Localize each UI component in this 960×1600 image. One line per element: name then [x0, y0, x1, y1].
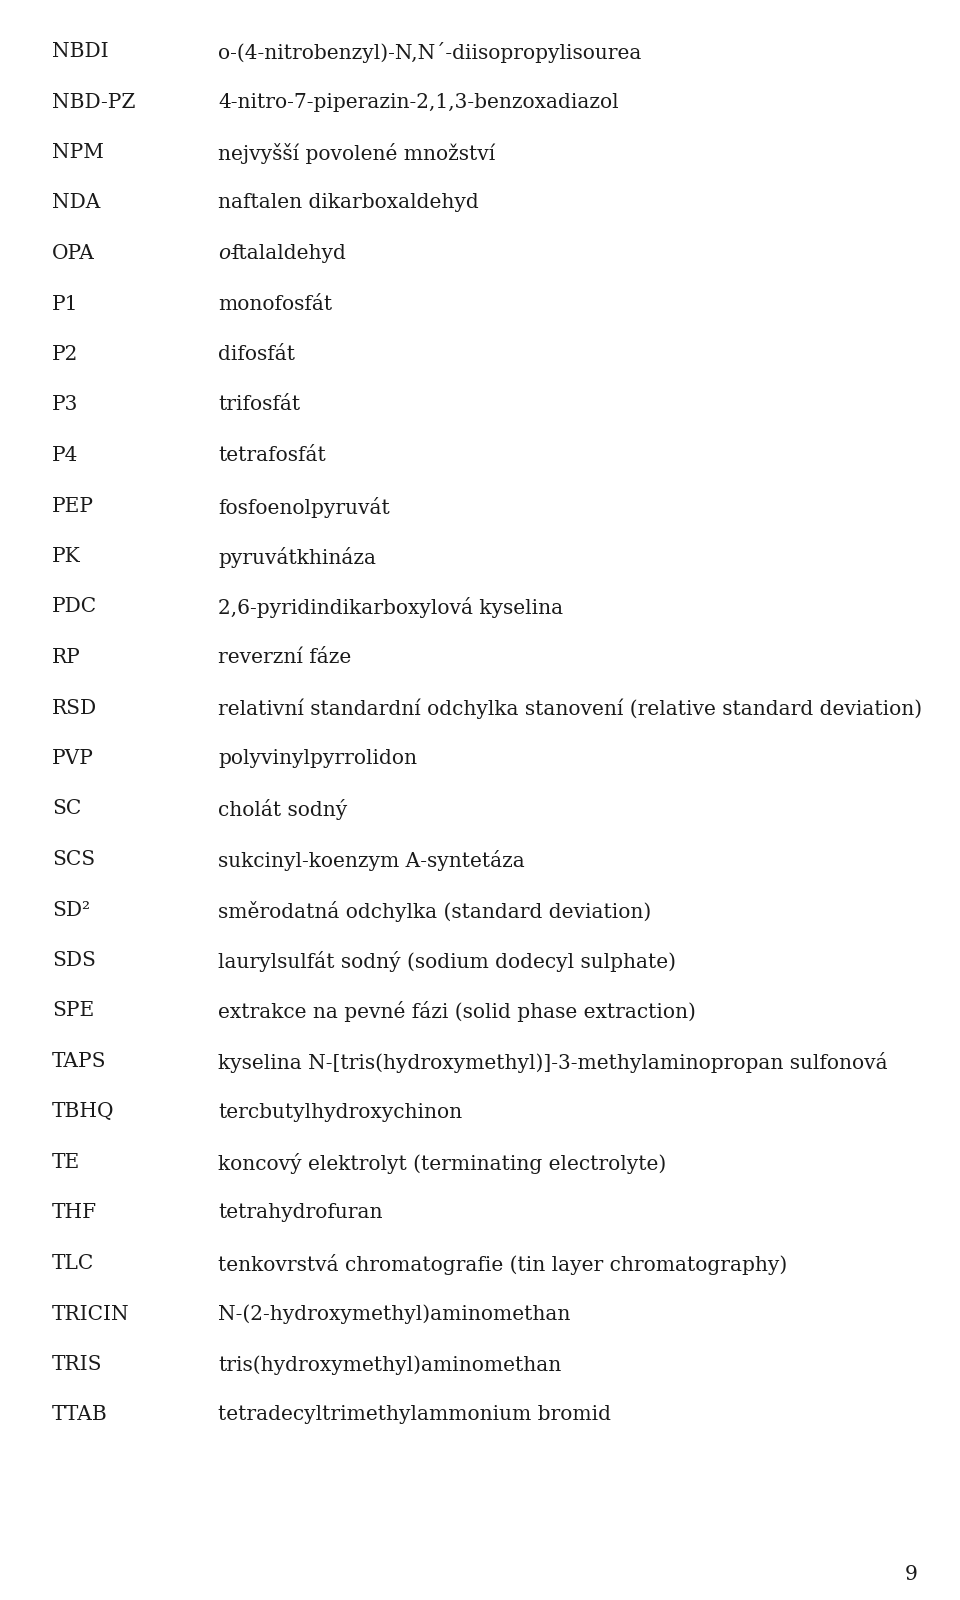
Text: tetrahydrofuran: tetrahydrofuran: [218, 1203, 382, 1222]
Text: NPM: NPM: [52, 142, 104, 162]
Text: PK: PK: [52, 547, 81, 566]
Text: NDA: NDA: [52, 194, 101, 213]
Text: TTAB: TTAB: [52, 1405, 108, 1424]
Text: směrodatná odchylka (standard deviation): směrodatná odchylka (standard deviation): [218, 901, 651, 922]
Text: tercbutylhydroxychinon: tercbutylhydroxychinon: [218, 1102, 462, 1122]
Text: TRIS: TRIS: [52, 1355, 103, 1374]
Text: tetrafosfát: tetrafosfát: [218, 446, 325, 466]
Text: PEP: PEP: [52, 496, 94, 515]
Text: RSD: RSD: [52, 699, 97, 717]
Text: PVP: PVP: [52, 749, 94, 768]
Text: cholát sodný: cholát sodný: [218, 800, 348, 821]
Text: PDC: PDC: [52, 597, 97, 616]
Text: pyruvátkhináza: pyruvátkhináza: [218, 547, 376, 568]
Text: naftalen dikarboxaldehyd: naftalen dikarboxaldehyd: [218, 194, 479, 213]
Text: TAPS: TAPS: [52, 1053, 107, 1070]
Text: NBDI: NBDI: [52, 42, 108, 61]
Text: fosfoenolpyruvát: fosfoenolpyruvát: [218, 496, 390, 517]
Text: 2,6-pyridindikarboxylová kyselina: 2,6-pyridindikarboxylová kyselina: [218, 597, 564, 619]
Text: 9: 9: [905, 1565, 918, 1584]
Text: sukcinyl-koenzym A-syntetáza: sukcinyl-koenzym A-syntetáza: [218, 850, 525, 870]
Text: o-: o-: [218, 243, 237, 262]
Text: ftalaldehyd: ftalaldehyd: [231, 243, 346, 262]
Text: koncový elektrolyt (terminating electrolyte): koncový elektrolyt (terminating electrol…: [218, 1154, 666, 1174]
Text: THF: THF: [52, 1203, 97, 1222]
Text: reverzní fáze: reverzní fáze: [218, 648, 351, 667]
Text: P1: P1: [52, 294, 79, 314]
Text: extrakce na pevné fázi (solid phase extraction): extrakce na pevné fázi (solid phase extr…: [218, 1002, 696, 1022]
Text: o-(4-nitrobenzyl)-N,N´-diisopropylisourea: o-(4-nitrobenzyl)-N,N´-diisopropylisoure…: [218, 42, 641, 62]
Text: tenkovrstvá chromatografie (tin layer chromatography): tenkovrstvá chromatografie (tin layer ch…: [218, 1254, 787, 1275]
Text: TE: TE: [52, 1154, 81, 1171]
Text: SPE: SPE: [52, 1002, 94, 1021]
Text: relativní standardní odchylka stanovení (relative standard deviation): relativní standardní odchylka stanovení …: [218, 699, 923, 718]
Text: SCS: SCS: [52, 850, 95, 869]
Text: tetradecyltrimethylammonium bromid: tetradecyltrimethylammonium bromid: [218, 1405, 611, 1424]
Text: laurylsulfát sodný (sodium dodecyl sulphate): laurylsulfát sodný (sodium dodecyl sulph…: [218, 950, 676, 971]
Text: N-(2-hydroxymethyl)aminomethan: N-(2-hydroxymethyl)aminomethan: [218, 1304, 570, 1325]
Text: kyselina N-[tris(hydroxymethyl)]-3-methylaminopropan sulfonová: kyselina N-[tris(hydroxymethyl)]-3-methy…: [218, 1053, 888, 1074]
Text: P4: P4: [52, 446, 79, 466]
Text: RP: RP: [52, 648, 81, 667]
Text: monofosfát: monofosfát: [218, 294, 332, 314]
Text: TBHQ: TBHQ: [52, 1102, 114, 1122]
Text: SDS: SDS: [52, 950, 96, 970]
Text: TLC: TLC: [52, 1254, 94, 1274]
Text: P3: P3: [52, 395, 79, 414]
Text: TRICIN: TRICIN: [52, 1304, 130, 1323]
Text: NBD-PZ: NBD-PZ: [52, 93, 135, 112]
Text: SC: SC: [52, 800, 82, 819]
Text: tris(hydroxymethyl)aminomethan: tris(hydroxymethyl)aminomethan: [218, 1355, 562, 1374]
Text: polyvinylpyrrolidon: polyvinylpyrrolidon: [218, 749, 417, 768]
Text: nejvyšší povolené množství: nejvyšší povolené množství: [218, 142, 495, 165]
Text: difosfát: difosfát: [218, 346, 295, 365]
Text: trifosfát: trifosfát: [218, 395, 300, 414]
Text: SD²: SD²: [52, 901, 90, 920]
Text: P2: P2: [52, 346, 79, 365]
Text: OPA: OPA: [52, 243, 95, 262]
Text: 4-nitro-7-piperazin-2,1,3-benzoxadiazol: 4-nitro-7-piperazin-2,1,3-benzoxadiazol: [218, 93, 618, 112]
